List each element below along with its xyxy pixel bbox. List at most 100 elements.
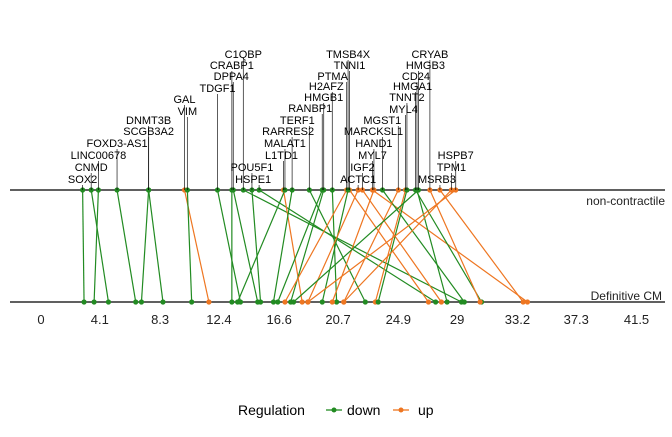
gene-dot-bottom-FOXD3-AS1 (133, 299, 139, 305)
x-tick-label: 0 (37, 312, 44, 327)
gene-link-MARCKSL1 (382, 189, 465, 303)
gene-link-MYL7 (372, 189, 528, 303)
axis-label-top: non-contractile (586, 194, 665, 208)
gene-link-MGST1 (343, 189, 399, 303)
gene-link-LINC00678 (93, 189, 99, 303)
gene-dot-bottom-MALAT1 (234, 299, 241, 305)
gene-dot-bottom-HSPB7 (305, 299, 311, 305)
gene-label-TERF1: TERF1 (280, 115, 315, 127)
gene-label-MYL7: MYL7 (358, 150, 387, 162)
gene-label-CRABP1: CRABP1 (210, 60, 254, 72)
x-tick-label: 41.5 (624, 312, 649, 327)
gene-label-HSPE1: HSPE1 (235, 174, 271, 186)
x-tick-label: 24.9 (386, 312, 411, 327)
gene-label-RANBP1: RANBP1 (288, 103, 332, 115)
x-tick-label: 4.1 (91, 312, 109, 327)
gene-label-DPPA4: DPPA4 (214, 71, 249, 83)
gene-dot-bottom-MYL7 (524, 299, 531, 305)
gene-link-HMGB3 (293, 189, 419, 303)
gene-link-TMSB4X (321, 189, 349, 303)
gene-dot-bottom-H2AFZ (334, 299, 340, 305)
gene-dot-bottom-CD24 (444, 299, 450, 305)
gene-link-MSRB3 (439, 189, 524, 303)
gene-label-MGST1: MGST1 (363, 115, 401, 127)
gene-dot-bottom-TNNI1 (425, 299, 432, 305)
gene-label-HMGA1: HMGA1 (393, 81, 432, 93)
gene-link-HMGA1 (415, 189, 483, 303)
gene-link-IGF2 (361, 189, 442, 303)
gene-label-IGF2: IGF2 (350, 162, 374, 174)
gene-link-TNNI1 (349, 189, 429, 303)
gene-label-L1TD1: L1TD1 (265, 150, 298, 162)
gene-link-DPPA4 (232, 189, 259, 303)
gene-label-HMGB1: HMGB1 (304, 92, 343, 104)
gene-label-FOXD3-AS1: FOXD3-AS1 (86, 138, 147, 150)
x-tick-label: 37.3 (564, 312, 589, 327)
legend-up-label: up (418, 402, 434, 418)
gene-label-CD24: CD24 (402, 71, 430, 83)
gene-label-HSPB7: HSPB7 (438, 150, 474, 162)
legend-up-dot (398, 407, 404, 413)
gene-dot-bottom-MARCKSL1 (461, 299, 467, 305)
gene-dot-bottom-TERF1 (362, 299, 368, 305)
gene-label-TDGF1: TDGF1 (199, 83, 235, 95)
gene-label-ACTC1: ACTC1 (340, 174, 376, 186)
gene-label-MALAT1: MALAT1 (264, 138, 306, 150)
gene-link-HSPE1 (258, 189, 436, 303)
gene-dot-bottom-IGF2 (438, 299, 444, 305)
gene-dot-bottom-SOX2 (81, 299, 87, 305)
x-tick-label: 8.3 (151, 312, 169, 327)
gene-link-RANBP1 (277, 189, 323, 303)
gene-link-TNNT2 (377, 189, 408, 303)
gene-dot-bottom-CRABP1 (229, 299, 235, 305)
gene-dot-bottom-VIM (189, 299, 195, 305)
gene-link-MYL4 (374, 189, 407, 303)
x-tick-label: 20.7 (325, 312, 350, 327)
gene-link-TDGF1 (216, 189, 242, 303)
gene-label-CNMD: CNMD (75, 162, 108, 174)
gene-link-POU5F1 (251, 189, 262, 303)
gene-dot-bottom-MSRB3 (520, 299, 526, 305)
gene-link-L1TD1 (282, 189, 303, 303)
legend-down-label: down (347, 402, 380, 418)
gene-label-LINC00678: LINC00678 (71, 150, 127, 162)
gene-dot-bottom-HSPE1 (433, 299, 439, 305)
gene-dot-bottom-GAL (206, 299, 212, 305)
gene-label-MYL4: MYL4 (389, 104, 418, 116)
gene-dot-bottom-SCGB3A2 (160, 299, 166, 305)
gene-label-TNNI1: TNNI1 (334, 60, 366, 72)
gene-dot-bottom-RARRES2 (270, 299, 277, 305)
gene-link-HAND1 (331, 189, 375, 303)
gene-label-TNNT2: TNNT2 (389, 92, 424, 104)
axis-label-bottom: Definitive CM (591, 289, 662, 303)
gene-dot-bottom-CRYAB (477, 299, 483, 305)
gene-dot-bottom-TNNT2 (375, 299, 381, 305)
gene-link-C1QBP (243, 189, 462, 303)
gene-link-VIM (186, 189, 193, 303)
x-tick-labels: 0 4.1 8.3 12.4 16.6 20.7 24.9 29 33.2 37.3 41.5 (37, 312, 649, 327)
gene-dot-bottom-TMSB4X (319, 299, 325, 305)
gene-label-PTMA: PTMA (317, 71, 348, 83)
x-tick-label: 33.2 (505, 312, 530, 327)
x-tick-label: 16.6 (267, 312, 292, 327)
gene-dot-bottom-POU5F1 (257, 299, 264, 305)
gene-link-TPM1 (343, 189, 452, 303)
gene-link-MALAT1 (237, 189, 286, 303)
gene-label-MSRB3: MSRB3 (418, 174, 456, 186)
legend-title: Regulation (238, 402, 305, 418)
gene-label-HAND1: HAND1 (355, 138, 392, 150)
gene-link-CRYAB (429, 189, 481, 303)
gene-label-TPM1: TPM1 (437, 162, 466, 174)
gene-dot-bottom-LINC00678 (91, 299, 97, 305)
gene-link-ACTC1 (307, 189, 359, 303)
gene-link-CNMD (90, 189, 110, 303)
gene-dot-bottom-PTMA (282, 299, 288, 305)
gene-dot-bottom-DNMT3B (138, 299, 145, 305)
links-layer (82, 189, 528, 303)
gene-label-C1QBP: C1QBP (225, 49, 262, 61)
gene-dot-bottom-TPM1 (341, 299, 347, 305)
gene-link-HMGB1 (290, 189, 325, 303)
gene-label-VIM: VIM (178, 106, 198, 118)
gene-label-HMGB3: HMGB3 (406, 60, 445, 72)
gene-dot-bottom-L1TD1 (299, 299, 305, 305)
